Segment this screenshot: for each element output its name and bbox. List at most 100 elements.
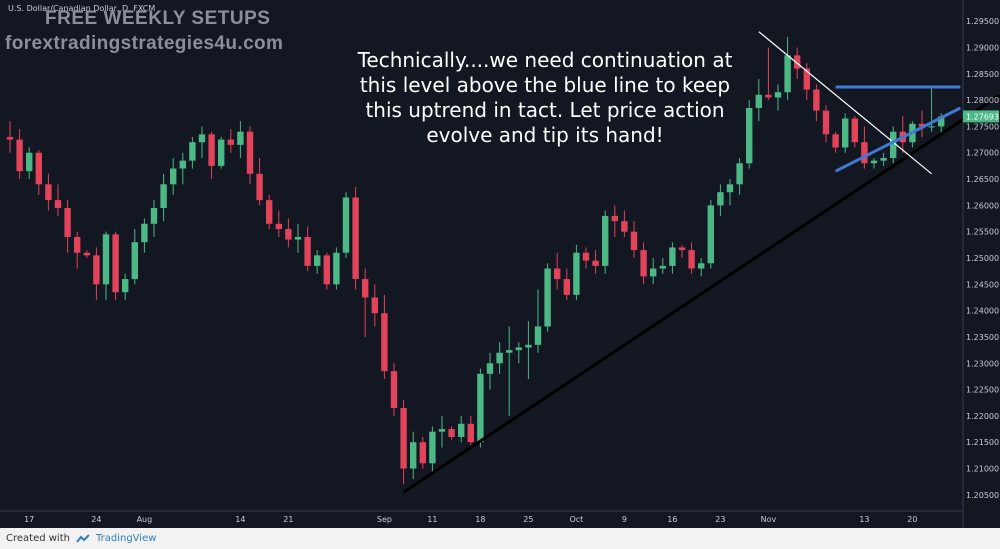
candle-body [938, 116, 945, 127]
candle [438, 415, 446, 448]
candle [266, 194, 273, 230]
candle-body [45, 184, 52, 201]
candle-body [832, 134, 839, 148]
candle [592, 250, 599, 274]
candle [400, 400, 407, 485]
candle [534, 289, 542, 353]
candle-body [429, 431, 436, 464]
candle-body [275, 223, 282, 230]
candle [477, 368, 484, 448]
candle-body [870, 160, 878, 164]
candle-body [333, 252, 340, 285]
watermark-title: FREE WEEKLY SETUPS [45, 8, 271, 29]
candle [774, 84, 782, 111]
tradingview-logo-icon [76, 533, 90, 543]
candle [6, 121, 14, 153]
candle [304, 226, 311, 272]
candle [458, 415, 465, 443]
candle [870, 158, 878, 169]
footer-bar: Created with TradingView [0, 528, 1000, 549]
candle-body [698, 263, 705, 269]
candle [83, 250, 90, 258]
candle [352, 186, 359, 290]
price-tick-label: 1.27000 [966, 149, 999, 158]
annotation-line: Technically....we need continuation at [357, 48, 733, 72]
candle [150, 200, 158, 237]
candle-body [64, 208, 71, 237]
price-tick-label: 1.23500 [966, 333, 999, 342]
time-tick-label: Nov [761, 515, 777, 524]
candle-body [26, 152, 33, 172]
price-scale[interactable]: 1.29500 1.29000 1.28500 1.28000 1.27500 1.270… [963, 17, 999, 500]
candle-body [458, 423, 465, 437]
candle [208, 131, 215, 180]
candle [381, 294, 388, 380]
candle-body [170, 168, 177, 185]
trendline-support[interactable] [402, 93, 1000, 494]
time-tick-label: 18 [475, 515, 485, 524]
candle-body [438, 429, 446, 432]
candle [650, 258, 657, 285]
trendline-downtrend[interactable] [758, 31, 932, 175]
trendline-rising-support[interactable] [834, 106, 962, 173]
candle-body [851, 118, 858, 143]
candle [918, 110, 926, 137]
candle-body [141, 223, 148, 243]
candle-body [227, 139, 234, 145]
symbol-title: U.S. Dollar/Canadian Dollar, D, FXCM [8, 4, 156, 13]
price-tick-label: 1.29500 [966, 17, 999, 26]
time-tick-label: 16 [667, 515, 677, 524]
candle-body [630, 231, 638, 251]
candle [554, 252, 561, 290]
candle [342, 192, 350, 258]
candle-body [400, 408, 407, 469]
price-tick-label: 1.25000 [966, 254, 999, 263]
candle-body [755, 94, 762, 108]
time-tick-label: 9 [622, 515, 627, 524]
candle [746, 100, 753, 169]
price-tick-label: 1.26000 [966, 201, 999, 210]
time-tick-label: 13 [859, 515, 869, 524]
candle-body [592, 260, 599, 266]
candle-body [659, 265, 666, 269]
candle [467, 415, 474, 445]
candle [736, 158, 743, 195]
candle-body [803, 68, 810, 90]
price-tick-label: 1.28000 [966, 96, 999, 105]
candle-body [381, 313, 388, 372]
current-price-marker [963, 110, 999, 123]
candle-body [266, 200, 273, 224]
candle-body [650, 268, 657, 277]
time-scale[interactable]: 17 24 Aug 14 21 Sep 11 18 25 Oct 9 16 23 Nov 13 20 [24, 515, 917, 524]
candle-body [150, 208, 158, 224]
candle-body [477, 373, 484, 443]
candle-body [467, 423, 474, 443]
candle-body [621, 221, 628, 232]
candle-body [582, 252, 590, 261]
candle-body [208, 134, 215, 166]
candle [803, 63, 810, 101]
candle-body [93, 255, 100, 285]
candle [102, 231, 110, 301]
candle-body [678, 247, 686, 251]
candle-body [784, 55, 791, 93]
candle [525, 321, 532, 380]
candle [314, 250, 321, 274]
candle-body [362, 279, 369, 298]
candle-body [352, 197, 359, 280]
candle-body [160, 184, 167, 208]
price-tick-label: 1.26500 [966, 175, 999, 184]
candle-body [794, 55, 801, 69]
candle [496, 342, 503, 374]
candle [160, 173, 167, 222]
candle [198, 126, 206, 158]
price-tick-label: 1.25500 [966, 228, 999, 237]
candle-body [179, 160, 186, 169]
price-tick-label: 1.23000 [966, 359, 999, 368]
tradingview-link[interactable]: TradingView [95, 533, 157, 544]
price-tick-label: 1.21000 [966, 465, 999, 474]
candle [707, 200, 714, 269]
time-tick-label: Aug [137, 515, 153, 524]
candle [755, 79, 762, 122]
